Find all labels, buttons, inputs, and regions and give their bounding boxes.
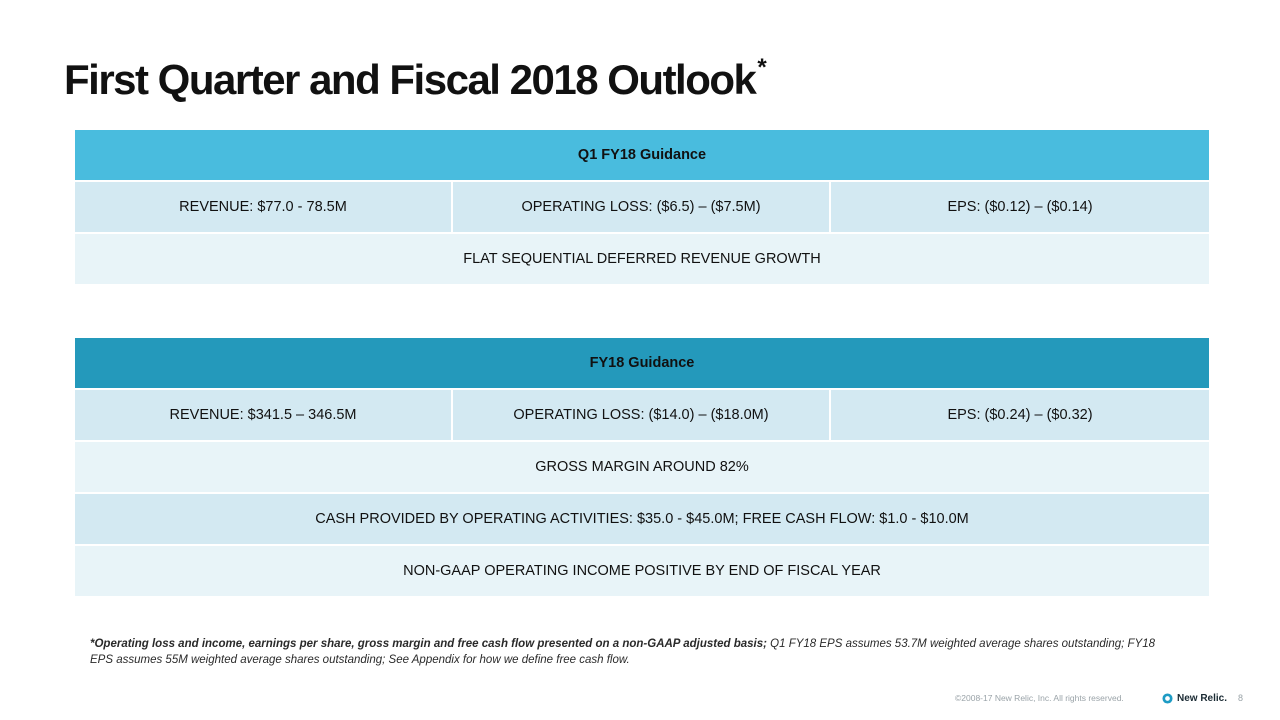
footnote-rest: Q1 FY18 EPS assumes 53.7M weighted avera… [90, 638, 1155, 666]
logo-text: New Relic. [1177, 693, 1228, 704]
fy18-operating-loss: OPERATING LOSS: ($14.0) – ($18.0M) [453, 390, 831, 442]
title-text: First Quarter and Fiscal 2018 Outlook [64, 56, 757, 103]
title-footnote-marker: * [757, 54, 766, 81]
page-number: 8 [1238, 693, 1244, 703]
q1-revenue: REVENUE: $77.0 - 78.5M [75, 182, 453, 234]
q1-operating-loss: OPERATING LOSS: ($6.5) – ($7.5M) [453, 182, 831, 234]
fy18-revenue: REVENUE: $341.5 – 346.5M [75, 390, 453, 442]
footnote-bold: *Operating loss and income, earnings per… [90, 638, 767, 650]
new-relic-logo: New Relic. [1162, 693, 1227, 704]
fy18-gross-margin: GROSS MARGIN AROUND 82% [75, 442, 1209, 494]
new-relic-logo-icon [1162, 693, 1173, 704]
fy18-guidance-header: FY18 Guidance [75, 338, 1209, 390]
copyright: ©2008-17 New Relic, Inc. All rights rese… [955, 693, 1124, 703]
fy18-guidance-table: FY18 Guidance REVENUE: $341.5 – 346.5M O… [75, 338, 1209, 598]
fy18-eps: EPS: ($0.24) – ($0.32) [831, 390, 1209, 442]
footnote: *Operating loss and income, earnings per… [90, 636, 1180, 668]
page-title: First Quarter and Fiscal 2018 Outlook* [64, 54, 767, 104]
q1-eps: EPS: ($0.12) – ($0.14) [831, 182, 1209, 234]
fy18-cash-flow: CASH PROVIDED BY OPERATING ACTIVITIES: $… [75, 494, 1209, 546]
q1-deferred-revenue: FLAT SEQUENTIAL DEFERRED REVENUE GROWTH [75, 234, 1209, 286]
q1-guidance-header: Q1 FY18 Guidance [75, 130, 1209, 182]
fy18-non-gaap-income: NON-GAAP OPERATING INCOME POSITIVE BY EN… [75, 546, 1209, 598]
q1-guidance-table: Q1 FY18 Guidance REVENUE: $77.0 - 78.5M … [75, 130, 1209, 286]
